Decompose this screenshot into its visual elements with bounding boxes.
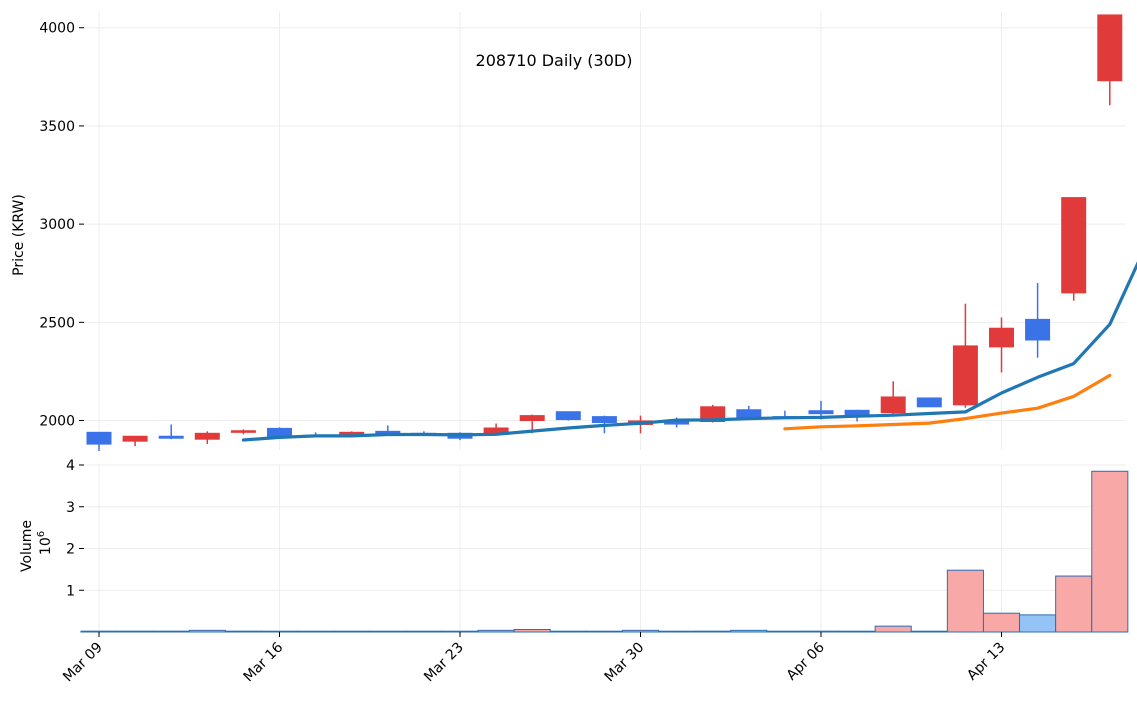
candle-body [158,435,184,439]
candle-body [230,430,256,433]
candle-body [194,432,220,440]
volume-bar [224,630,262,633]
volume-bar [802,630,840,633]
date-tick-label: Mar 23 [421,640,467,686]
volume-bar [730,629,768,633]
volume-bar [441,630,479,633]
candle-body [916,397,942,408]
volume-exponent-base: 10 [38,537,54,555]
date-tick-label: Apr 06 [784,639,828,683]
price-axis-label: Price (KRW) [11,194,27,276]
volume-bar [1091,470,1129,633]
volume-bar [152,630,190,633]
volume-bar [910,630,948,633]
date-tick-label: Mar 09 [60,640,106,686]
volume-bar [621,629,660,633]
candle-body [989,327,1014,348]
volume-axis-label: Volume [19,520,35,572]
volume-bar [766,630,804,633]
price-tick-label: 3000 [39,217,75,233]
price-tick-label: 2500 [39,315,75,331]
candle-body [267,427,292,438]
volume-bar [477,629,515,633]
volume-bar [80,630,118,633]
candle-body [122,435,148,442]
volume-tick-label: 3 [66,500,75,516]
candle-body [952,345,978,406]
date-tick-label: Apr 13 [964,640,1008,684]
candle-body [880,396,906,414]
candle-body [808,410,834,415]
volume-bar [874,625,912,633]
volume-bar [188,629,226,633]
candle-body [1061,197,1087,294]
date-tick-label: Mar 16 [241,639,287,685]
volume-bar [513,628,551,633]
candle-body [555,411,581,421]
ma-line-ma5 [241,261,1137,442]
volume-tick-label: 1 [66,583,75,599]
price-tick-label: 4000 [39,21,75,37]
price-tick-label: 3500 [39,119,75,135]
candle-body [591,416,617,424]
axes: 2000 2500 3000 3500 4000 1 2 3 4 Mar 09 Mar 16 Mar … [39,21,1008,686]
candlesticks [86,14,1123,451]
volume-exponent-power: 6 [36,531,47,537]
price-tick-label: 2000 [39,414,75,430]
volume-bar [1019,614,1057,633]
volume-bar [116,630,154,633]
volume-bar [946,569,984,633]
volume-bar [405,630,443,633]
volume-bar [297,630,335,633]
volume-bar [838,630,876,633]
volume-bar [982,612,1021,633]
candle-body [700,406,726,423]
moving-averages [241,261,1137,442]
volume-bar [585,630,623,633]
grid [84,12,1126,632]
volume-bar [694,630,732,633]
volume-bar [658,630,696,633]
volume-tick-label: 4 [66,458,75,474]
candle-body [1097,14,1123,82]
chart-title: 208710 Daily (30D) [476,51,633,70]
candle-body [86,431,112,445]
date-tick-label: Mar 30 [602,640,648,686]
volume-bar [260,630,299,633]
volume-bars [80,470,1129,633]
candle-body [519,415,545,422]
volume-bar [1055,575,1093,633]
ma-line-ma20 [783,373,1112,431]
volume-bar [549,630,587,633]
volume-exponent-label: 106 [36,531,54,555]
candle-body [736,409,762,419]
volume-tick-label: 2 [66,542,75,558]
volume-bar [369,630,407,633]
candle-body [1025,318,1051,341]
volume-bar [333,630,371,633]
